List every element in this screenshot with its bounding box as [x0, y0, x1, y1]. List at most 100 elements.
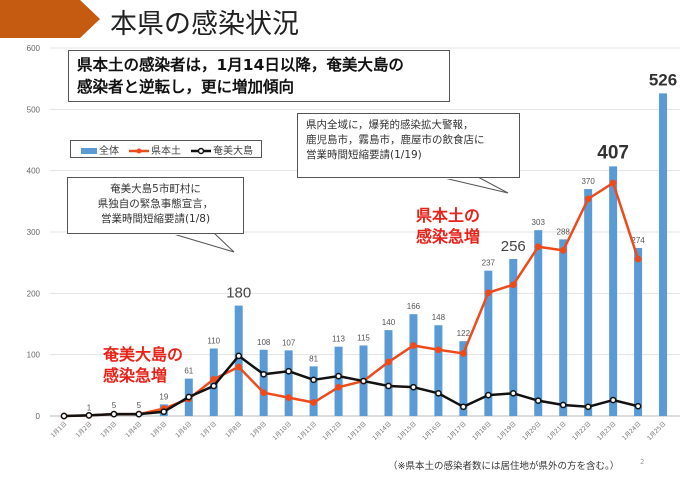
mainland-point — [310, 399, 317, 406]
bar-data-label: 115 — [357, 333, 370, 342]
bar — [634, 247, 643, 416]
amami-point — [310, 376, 317, 384]
x-tick-label: 1月7日 — [199, 420, 218, 439]
amami-point — [460, 403, 467, 411]
x-tick-label: 1月19日 — [496, 420, 518, 442]
callout-line: 営業時間短縮要請(1/19) — [306, 149, 422, 161]
footnote: （※県本土の感染者数には居住地が県外の方を含む。） — [388, 461, 620, 472]
annotation-line: 県本土の — [416, 206, 481, 225]
bar — [284, 350, 293, 416]
bar — [234, 305, 243, 416]
amami-point — [60, 412, 68, 420]
bar-data-label: 148 — [432, 313, 446, 322]
page-title: 本県の感染状況 — [110, 9, 299, 40]
amami-point — [509, 389, 517, 397]
bar-data-label: 1 — [87, 403, 92, 412]
mainland-point — [435, 346, 442, 354]
amami-point — [360, 377, 367, 385]
headline-box: 県本土の感染者は，1月14日以降，奄美大島の 感染者と逆転し，更に増加傾向 — [68, 50, 450, 102]
bar — [559, 239, 568, 416]
bar-data-label: 237 — [482, 259, 496, 268]
bar — [259, 349, 268, 416]
y-tick-label: 500 — [27, 105, 41, 114]
x-tick-label: 1月22日 — [571, 420, 593, 442]
y-tick-label: 300 — [27, 228, 41, 237]
x-tick-label: 1月4日 — [124, 420, 143, 439]
bar-data-label: 180 — [226, 285, 251, 302]
bar-data-label: 110 — [207, 337, 220, 346]
amami-point — [634, 402, 642, 410]
x-tick-label: 1月5日 — [149, 420, 168, 439]
mainland-point — [335, 383, 342, 391]
callout-line: 県内全域に，爆発的感染拡大警報， — [306, 119, 474, 131]
x-tick-label: 1月6日 — [174, 420, 193, 439]
x-tick-label: 1月15日 — [396, 420, 418, 442]
mainland-point — [484, 289, 492, 297]
callout-amami-emergency: 奄美大島5市町村に 県独自の緊急事態宣言， 営業時間短縮要請(1/8) — [67, 177, 244, 234]
y-tick-label: 0 — [36, 412, 41, 421]
x-tick-label: 1月12日 — [321, 420, 343, 442]
mainland-point — [285, 394, 292, 401]
amami-point — [185, 393, 193, 401]
amami-point — [559, 401, 567, 409]
amami-point — [135, 410, 143, 418]
callout-tail — [169, 232, 235, 253]
amami-point — [410, 383, 417, 391]
bar — [334, 346, 343, 416]
bar-data-label: 303 — [532, 218, 546, 227]
bar — [384, 330, 393, 416]
legend-item-amami: 奄美大島 — [191, 142, 253, 157]
bar — [434, 325, 443, 416]
callout-line: 奄美大島5市町村に — [110, 183, 201, 195]
headline-line: 感染者と逆転し，更に増加傾向 — [77, 78, 295, 96]
bar — [409, 314, 418, 416]
bar-data-label: 274 — [631, 236, 645, 245]
title-arrow-decoration — [0, 0, 100, 38]
mainland-point — [509, 281, 517, 289]
legend-swatch-bar — [81, 147, 97, 154]
amami-point — [584, 403, 592, 411]
mainland-point — [534, 243, 542, 251]
x-tick-label: 1月1日 — [50, 420, 69, 439]
mainland-point — [584, 195, 592, 203]
x-tick-label: 1月10日 — [272, 420, 294, 442]
mainland-point — [210, 375, 218, 383]
amami-point — [160, 408, 168, 416]
mainland-point — [559, 247, 567, 254]
legend-item-total: 全体 — [81, 142, 119, 157]
legend: 全体 県本土 奄美大島 — [70, 140, 262, 158]
bar-data-label: 407 — [597, 142, 629, 163]
legend-label: 県本土 — [151, 145, 181, 157]
bar-data-label: 140 — [382, 318, 396, 327]
y-tick-label: 600 — [27, 44, 41, 53]
bar-data-label: 61 — [184, 367, 193, 376]
x-tick-label: 1月11日 — [296, 420, 318, 442]
x-tick-label: 1月17日 — [446, 420, 468, 442]
amami-point — [235, 352, 243, 360]
amami-point — [609, 396, 617, 404]
bar-data-label: 108 — [257, 338, 271, 347]
x-tick-label: 1月14日 — [371, 420, 393, 442]
bar-data-label: 122 — [457, 329, 471, 338]
bar-data-label: 19 — [159, 392, 168, 401]
bar-data-label: 5 — [137, 401, 142, 410]
bar-data-label: 107 — [282, 338, 296, 347]
mainland-point — [634, 255, 642, 263]
y-tick-label: 400 — [27, 167, 41, 176]
mainland-point — [460, 350, 467, 357]
y-tick-label: 100 — [27, 351, 41, 360]
bar — [534, 230, 543, 416]
bar-data-label: 113 — [332, 335, 345, 344]
x-tick-label: 1月20日 — [521, 420, 543, 442]
annotation-mainland-surge: 県本土の 感染急増 — [416, 205, 480, 247]
bar — [484, 270, 493, 416]
bar-data-label: 256 — [501, 238, 526, 255]
callout-line: 県独自の緊急事態宣言， — [97, 198, 214, 210]
amami-point — [285, 367, 292, 375]
bar — [659, 93, 668, 417]
x-tick-label: 1月13日 — [346, 420, 368, 442]
annotation-line: 感染急増 — [103, 366, 168, 385]
legend-label: 全体 — [99, 145, 119, 157]
legend-swatch-black-line — [191, 147, 211, 154]
x-tick-label: 1月16日 — [421, 420, 443, 442]
